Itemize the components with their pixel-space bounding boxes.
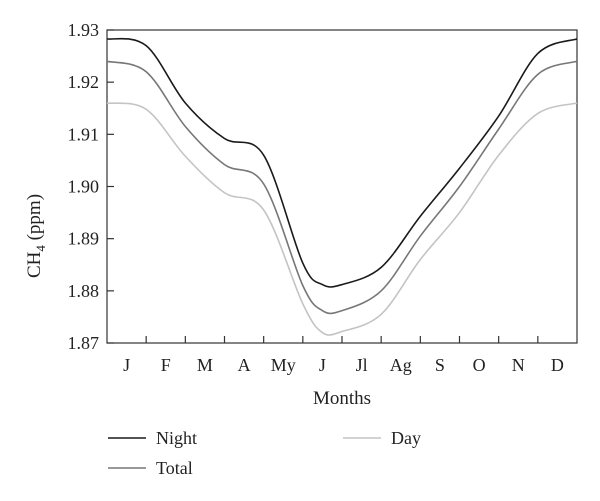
x-tick-label: A [238, 355, 251, 375]
y-tick-label: 1.89 [68, 229, 100, 249]
series-lines [106, 37, 578, 336]
plot-frame [106, 29, 578, 344]
x-tick-label: F [161, 355, 171, 375]
x-tick-label: N [512, 355, 525, 375]
y-axis-title: CH4 (ppm) [24, 194, 48, 278]
legend-label-night: Night [156, 428, 197, 448]
y-tick-label: 1.87 [68, 333, 100, 353]
y-tick-label: 1.91 [68, 124, 100, 144]
x-tick-label: Ag [390, 355, 412, 375]
x-axis: J F M A My J Jl Ag S O N D [123, 336, 564, 375]
legend-label-day: Day [391, 428, 421, 448]
y-tick-label: 1.93 [68, 20, 100, 40]
x-tick-label: O [473, 355, 486, 375]
y-tick-label: 1.88 [68, 281, 100, 301]
legend-label-total: Total [156, 458, 193, 478]
x-tick-label: M [197, 355, 213, 375]
x-tick-label: J [319, 355, 326, 375]
plot-area [106, 29, 578, 344]
legend: Night Total Day [108, 428, 421, 478]
y-axis: 1.87 1.88 1.89 1.90 1.91 1.92 1.93 [68, 20, 114, 353]
y-tick-label: 1.92 [68, 72, 100, 92]
x-tick-label: J [123, 355, 130, 375]
y-tick-label: 1.90 [68, 177, 100, 197]
x-tick-label: S [435, 355, 445, 375]
x-tick-label: D [551, 355, 564, 375]
series-line-total [106, 60, 578, 315]
x-tick-label: My [271, 355, 296, 375]
series-line-night [106, 37, 578, 288]
x-axis-title: Months [313, 388, 371, 409]
series-line-day [106, 102, 578, 336]
x-tick-label: Jl [356, 355, 368, 375]
